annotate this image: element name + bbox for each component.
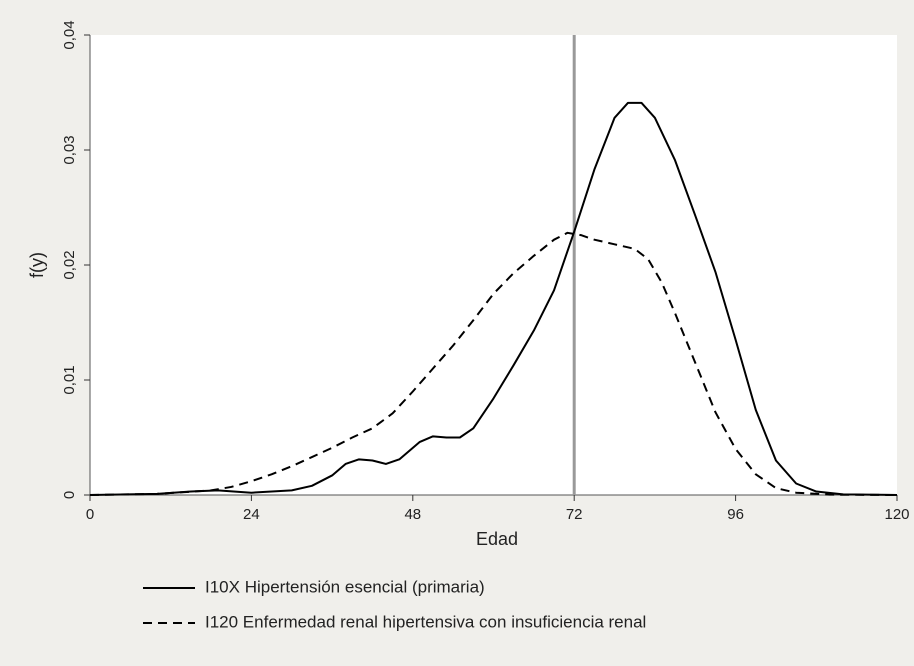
- x-tick-label: 48: [404, 506, 421, 523]
- x-axis-label: Edad: [476, 529, 518, 549]
- legend-label: I10X Hipertensión esencial (primaria): [205, 577, 485, 596]
- density-line: [89, 101, 898, 496]
- x-tick-label: 120: [884, 506, 909, 523]
- x-tick-label: 96: [727, 506, 744, 523]
- legend-label: I120 Enfermedad renal hipertensiva con i…: [205, 612, 646, 631]
- y-tick-label: 0,02: [61, 250, 78, 279]
- y-tick-label: 0,04: [61, 20, 78, 49]
- y-axis-label: f(y): [27, 252, 47, 278]
- y-tick-label: 0: [61, 491, 78, 499]
- y-tick-label: 0,03: [61, 135, 78, 164]
- plot-area: [90, 35, 897, 495]
- y-tick-label: 0,01: [61, 365, 78, 394]
- x-tick-label: 72: [566, 506, 583, 523]
- x-tick-label: 24: [243, 506, 260, 523]
- x-tick-label: 0: [86, 506, 94, 523]
- density-line: [89, 231, 898, 496]
